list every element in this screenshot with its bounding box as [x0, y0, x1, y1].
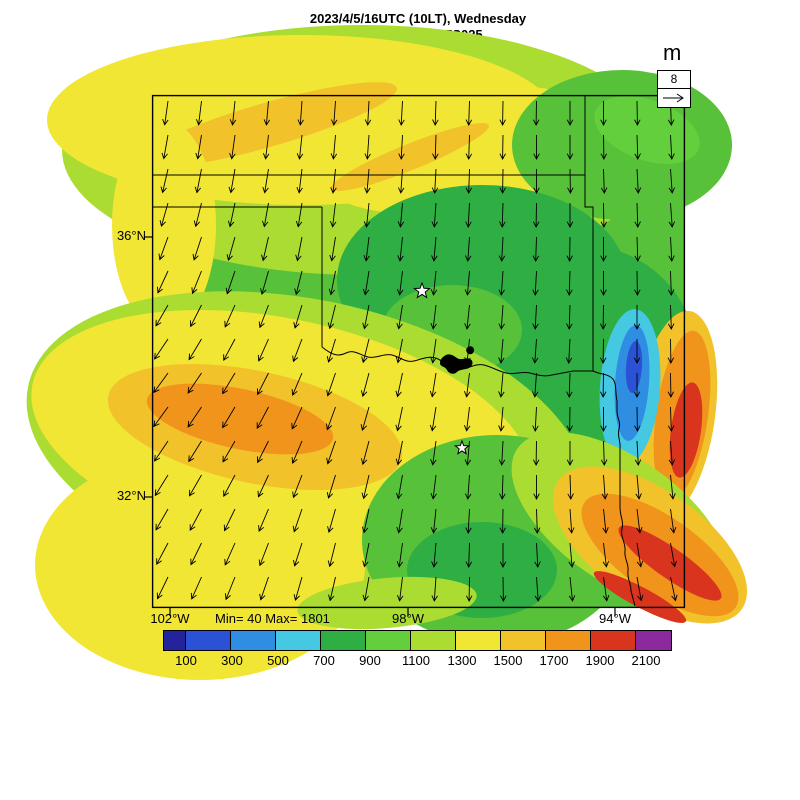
colorbar: [163, 630, 683, 651]
units-label: m: [663, 40, 682, 65]
colorbar-tick-label: 100: [175, 653, 197, 668]
colorbar-segment: [455, 630, 501, 651]
datetime-line: 2023/4/5/16UTC (10LT), Wednesday: [309, 11, 527, 26]
colorbar-segment: [275, 630, 321, 651]
colorbar-segment: [320, 630, 366, 651]
lon-tick-label: 98°W: [392, 611, 424, 626]
colorbar-tick-label: 900: [359, 653, 381, 668]
lon-tick-label: 94°W: [599, 611, 631, 626]
fill-region: [146, 383, 334, 455]
colorbar-segment: [500, 630, 546, 651]
lake: [440, 354, 473, 374]
map-canvas: [26, 25, 748, 680]
city-star: [413, 281, 431, 299]
fill-region: [625, 341, 643, 393]
colorbar-segment: [590, 630, 636, 651]
wind-reference-box: 8: [657, 70, 691, 108]
colorbar-tick-label: 1700: [539, 653, 569, 668]
colorbar-tick-label: 1500: [493, 653, 523, 668]
colorbar-segment: [163, 630, 186, 651]
state-border: [592, 370, 636, 607]
wind-reference-value: 8: [658, 71, 690, 89]
lat-tick-label: 36°N: [116, 228, 146, 243]
fill-region: [594, 96, 700, 164]
wind-ref-arrow-icon: [663, 93, 684, 103]
colorbar-tick-label: 300: [221, 653, 243, 668]
fill-region: [331, 122, 489, 192]
map-frame: [151, 94, 686, 609]
colorbar-tick-label: 2100: [631, 653, 661, 668]
fill-region: [618, 525, 722, 601]
colorbar-segment: [545, 630, 591, 651]
lat-tick-label: 32°N: [116, 488, 146, 503]
colorbar-labels: 100 300 500 700 900 1100 1300 1500 1700 1900 2100: [163, 653, 683, 669]
fill-region: [112, 120, 216, 330]
fill-region: [35, 450, 365, 680]
min-max-label: Min= 40 Max= 1801: [215, 611, 330, 626]
state-border: [584, 175, 594, 371]
colorbar-segment: [410, 630, 456, 651]
lon-tick-label: 102°W: [150, 611, 190, 626]
colorbar-segment: [185, 630, 231, 651]
colorbar-segment: [230, 630, 276, 651]
colorbar-tick-label: 500: [267, 653, 289, 668]
fill-region: [297, 576, 477, 630]
state-border: [321, 346, 593, 377]
map-plot: [26, 25, 748, 680]
wind-arrows: [153, 100, 678, 602]
colorbar-segment: [365, 630, 411, 651]
colorbar-tick-label: 1100: [402, 653, 430, 668]
fill-region: [137, 82, 397, 168]
fill-region: [593, 571, 687, 623]
colorbar-tick-label: 700: [313, 653, 335, 668]
colorbar-segment: [635, 630, 672, 651]
colorbar-tick-label: 1300: [447, 653, 477, 668]
fill-region: [669, 382, 703, 478]
city-star: [453, 439, 471, 455]
colorbar-tick-label: 1900: [585, 653, 615, 668]
